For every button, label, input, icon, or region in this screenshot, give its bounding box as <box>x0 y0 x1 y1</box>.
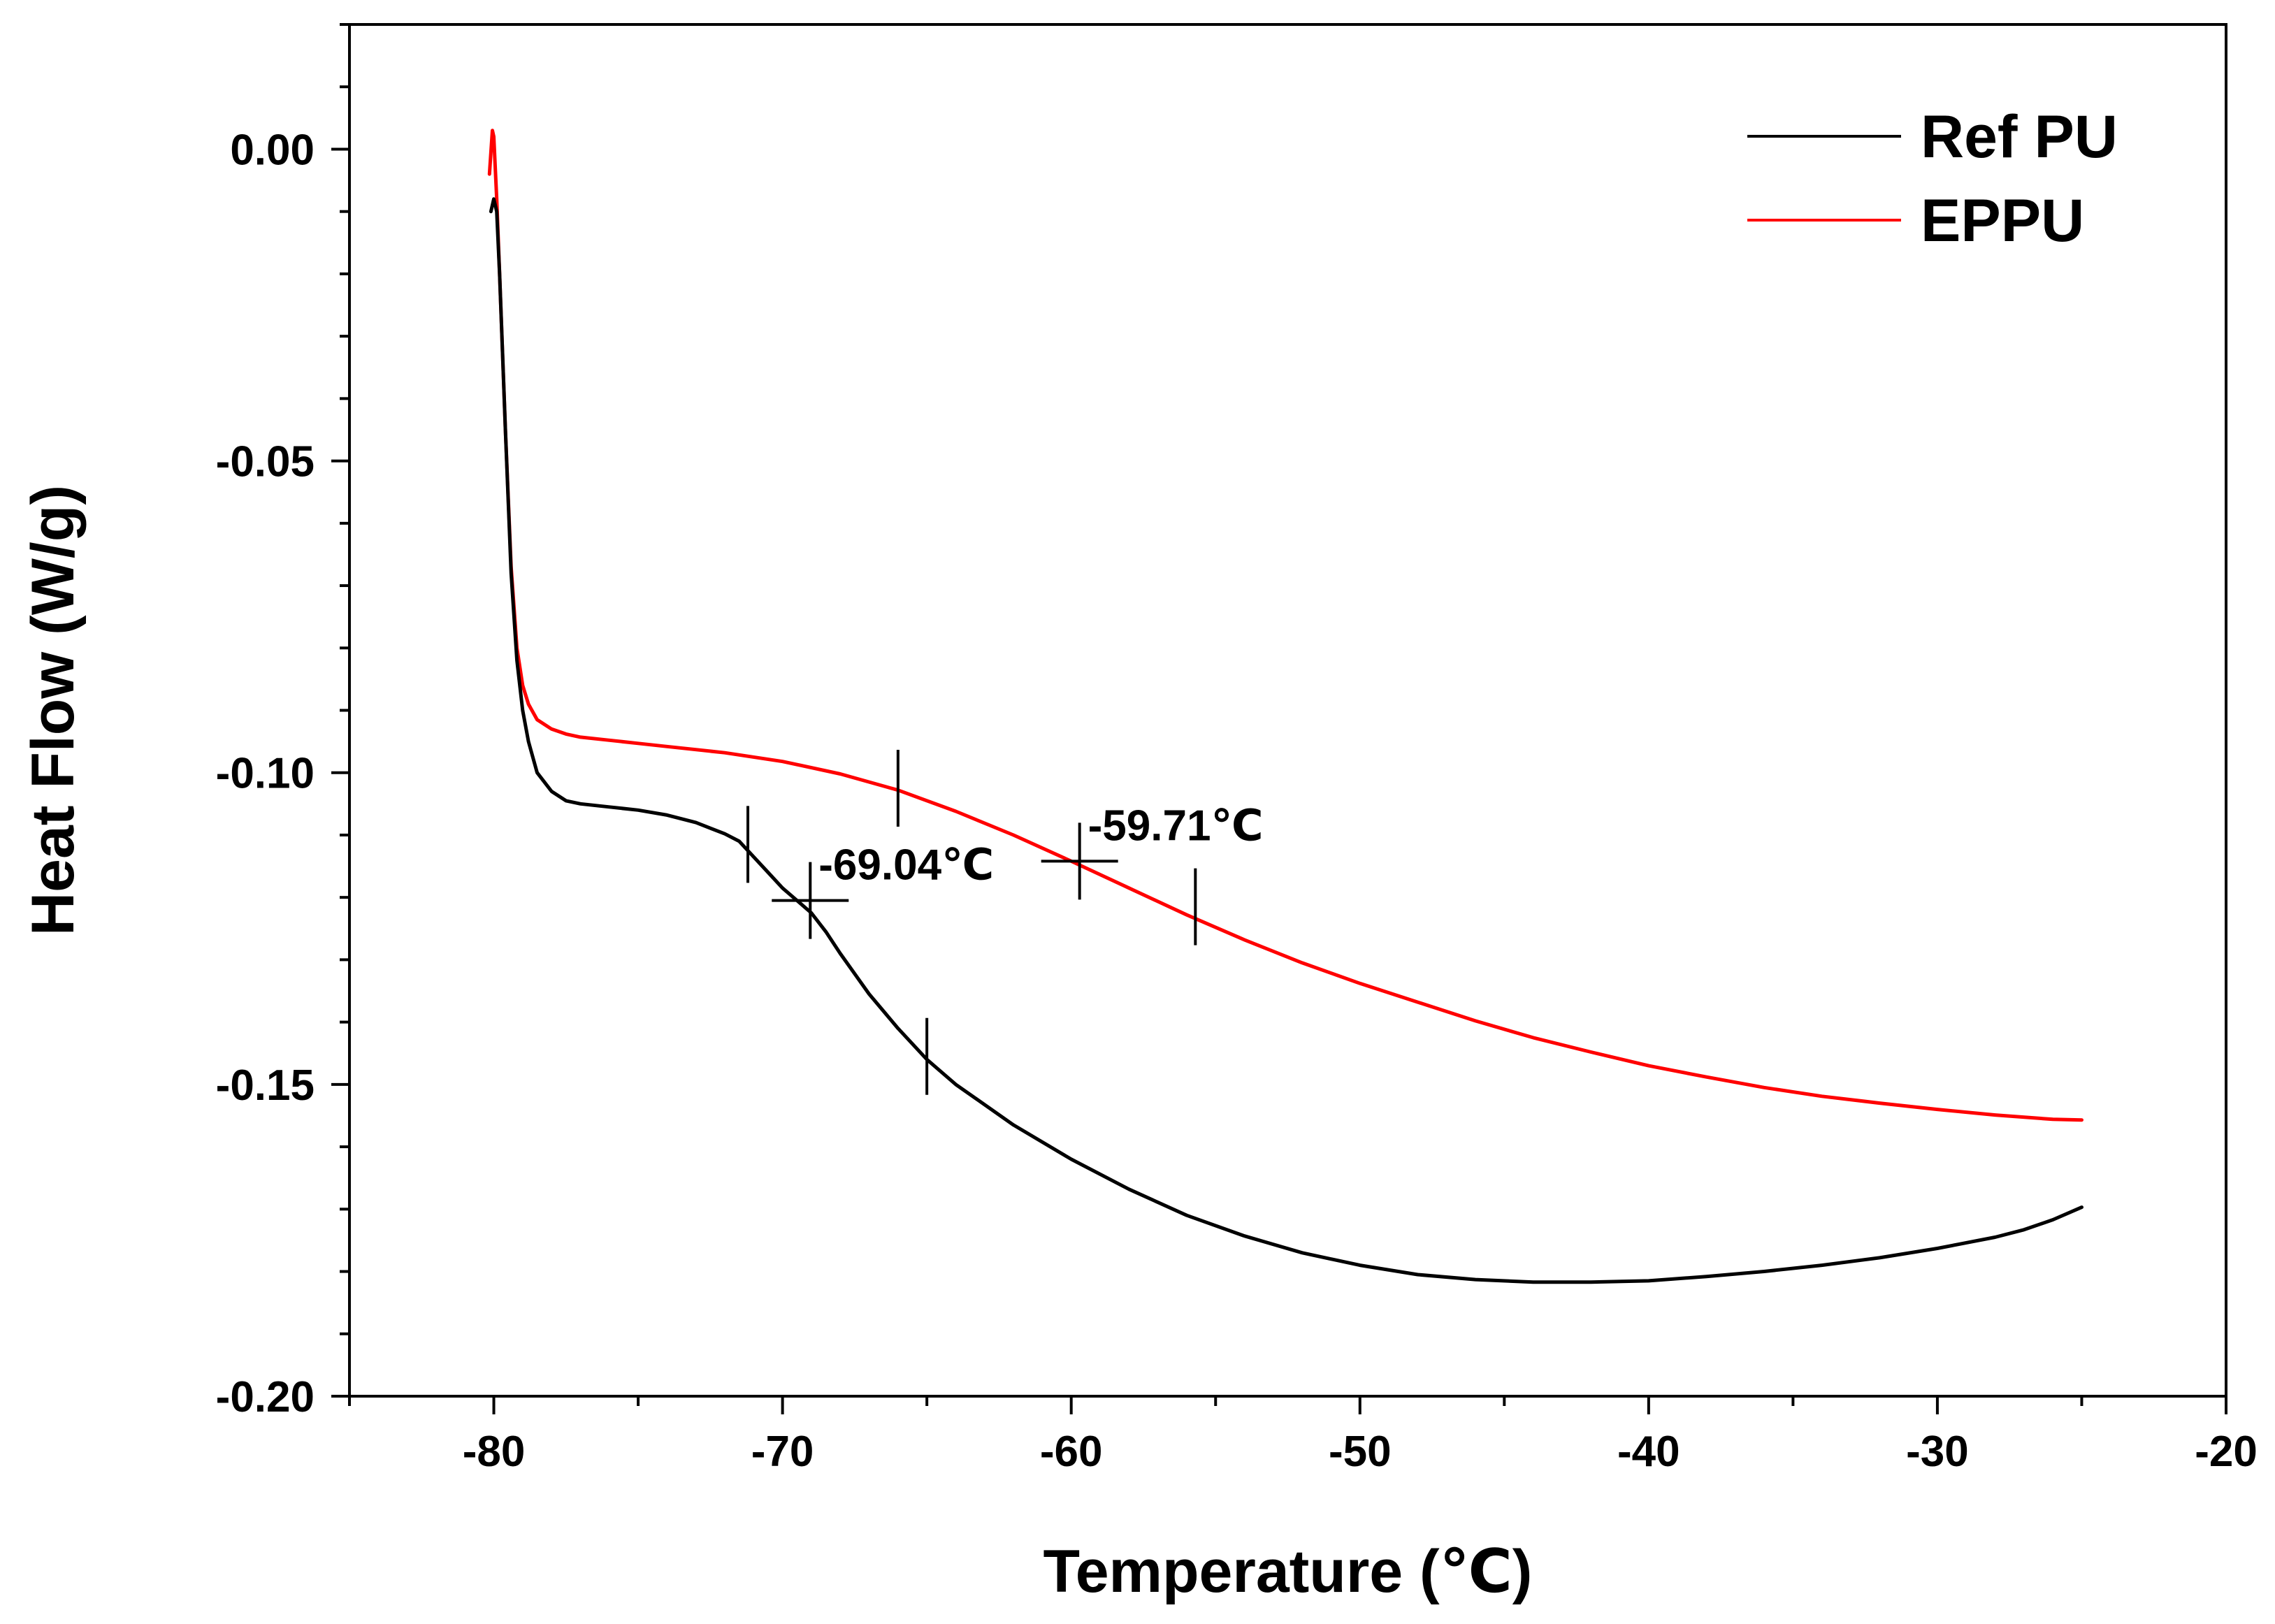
x-tick-label: -30 <box>1906 1428 1969 1476</box>
x-tick-label: -50 <box>1329 1428 1392 1476</box>
y-tick-label: -0.10 <box>216 750 315 798</box>
y-tick-label: -0.05 <box>216 438 315 486</box>
x-axis-title: Temperature (℃) <box>1043 1538 1533 1605</box>
y-tick-label: -0.20 <box>216 1373 315 1421</box>
tick-layer <box>331 23 2227 1414</box>
x-tick-label: -60 <box>1040 1428 1103 1476</box>
x-tick-label: -80 <box>463 1428 526 1476</box>
y-axis-title: Heat Flow (W/g) <box>20 485 87 936</box>
x-tick-label: -70 <box>751 1428 814 1476</box>
legend-label-eppu: EPPU <box>1921 187 2084 254</box>
annotation-ref-tg: -69.04℃ <box>818 841 994 890</box>
y-tick-label: -0.15 <box>216 1061 315 1110</box>
marker-eppu-tg <box>1041 822 1118 900</box>
series-line-ref-pu <box>489 197 2083 1284</box>
marker-layer <box>746 750 1197 1095</box>
x-tick-label: -40 <box>1617 1428 1680 1476</box>
annotation-eppu-tg: -59.71℃ <box>1088 802 1264 850</box>
y-tick-label: 0.00 <box>230 126 315 174</box>
legend-label-ref-pu: Ref PU <box>1921 103 2118 171</box>
label-layer: -80 -70 -60 -50 -40 -30 -20 0.00 -0.05 -0.10 -0.15… <box>216 126 2258 1476</box>
series-layer <box>487 129 2083 1284</box>
marker-ref-tg <box>772 862 849 939</box>
x-tick-label: -20 <box>2195 1428 2258 1476</box>
legend: Ref PU EPPU <box>1747 103 2118 254</box>
